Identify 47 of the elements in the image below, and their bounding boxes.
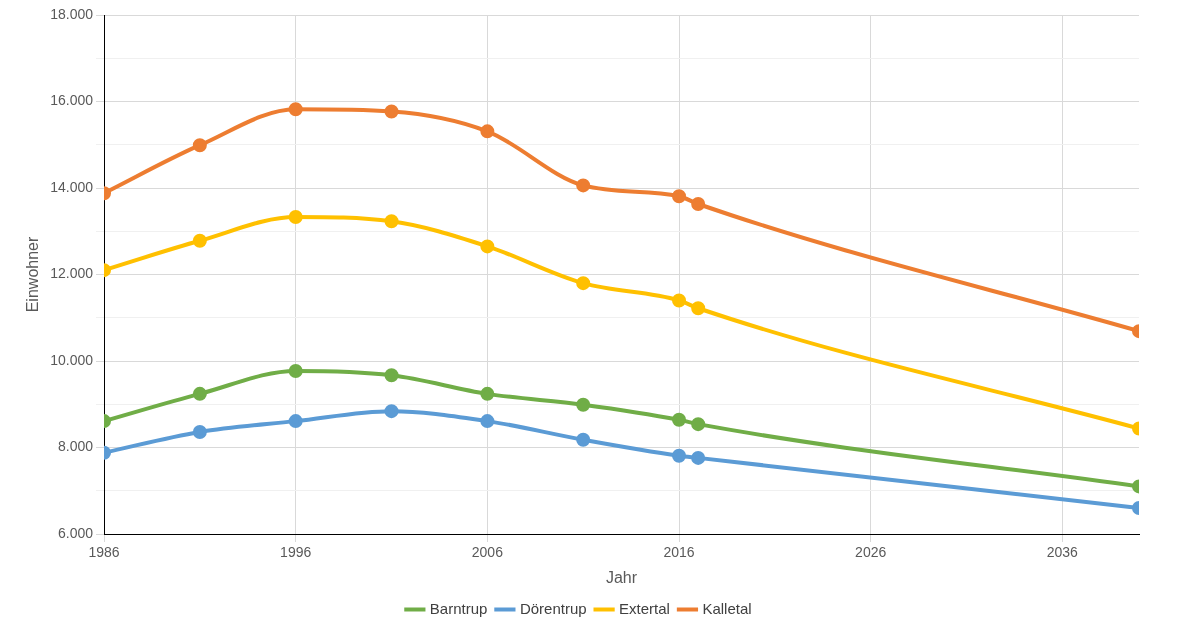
point bbox=[192, 386, 207, 401]
point bbox=[672, 448, 687, 463]
x-tick-label: 1986 bbox=[88, 544, 120, 561]
point bbox=[192, 424, 207, 439]
x-tick-label: 2006 bbox=[471, 544, 504, 561]
point bbox=[480, 414, 495, 429]
legend-label: Dörentrup bbox=[519, 599, 587, 617]
x-tick-label: 2016 bbox=[663, 544, 695, 561]
y-tick-label: 16.000 bbox=[50, 92, 94, 109]
y-tick-label: 10.000 bbox=[50, 351, 94, 368]
point bbox=[691, 417, 706, 432]
point bbox=[691, 450, 706, 465]
point bbox=[672, 412, 687, 427]
y-tick-label: 6.000 bbox=[57, 524, 94, 541]
point bbox=[384, 404, 399, 419]
point bbox=[480, 386, 495, 401]
point bbox=[576, 397, 591, 412]
y-axis-title: Einwohner bbox=[24, 236, 42, 313]
point bbox=[288, 363, 303, 378]
point bbox=[480, 239, 495, 254]
point bbox=[192, 233, 207, 248]
y-tick-label: 12.000 bbox=[50, 265, 94, 282]
point bbox=[691, 197, 706, 211]
point bbox=[384, 104, 399, 119]
point bbox=[691, 301, 706, 316]
y-tick-label: 8.000 bbox=[57, 438, 94, 455]
point bbox=[672, 189, 687, 204]
point bbox=[576, 178, 591, 193]
x-tick-label: 2026 bbox=[855, 544, 887, 561]
y-tick-label: 14.000 bbox=[50, 178, 94, 195]
point bbox=[288, 102, 303, 117]
point bbox=[576, 276, 591, 291]
x-tick-label: 2036 bbox=[1046, 544, 1079, 561]
point bbox=[384, 214, 399, 229]
point bbox=[576, 432, 591, 447]
legend-label: Extertal bbox=[619, 599, 670, 617]
point bbox=[384, 368, 399, 383]
legend-label: Barntrup bbox=[429, 599, 488, 617]
point bbox=[480, 124, 495, 139]
point bbox=[288, 209, 303, 224]
legend-label: Kalletal bbox=[702, 599, 752, 617]
point bbox=[672, 293, 687, 308]
x-tick-label: 1996 bbox=[280, 544, 312, 561]
point bbox=[288, 414, 303, 429]
x-axis-title: Jahr bbox=[605, 568, 638, 586]
y-tick-label: 18.000 bbox=[50, 5, 94, 22]
point bbox=[192, 138, 207, 153]
